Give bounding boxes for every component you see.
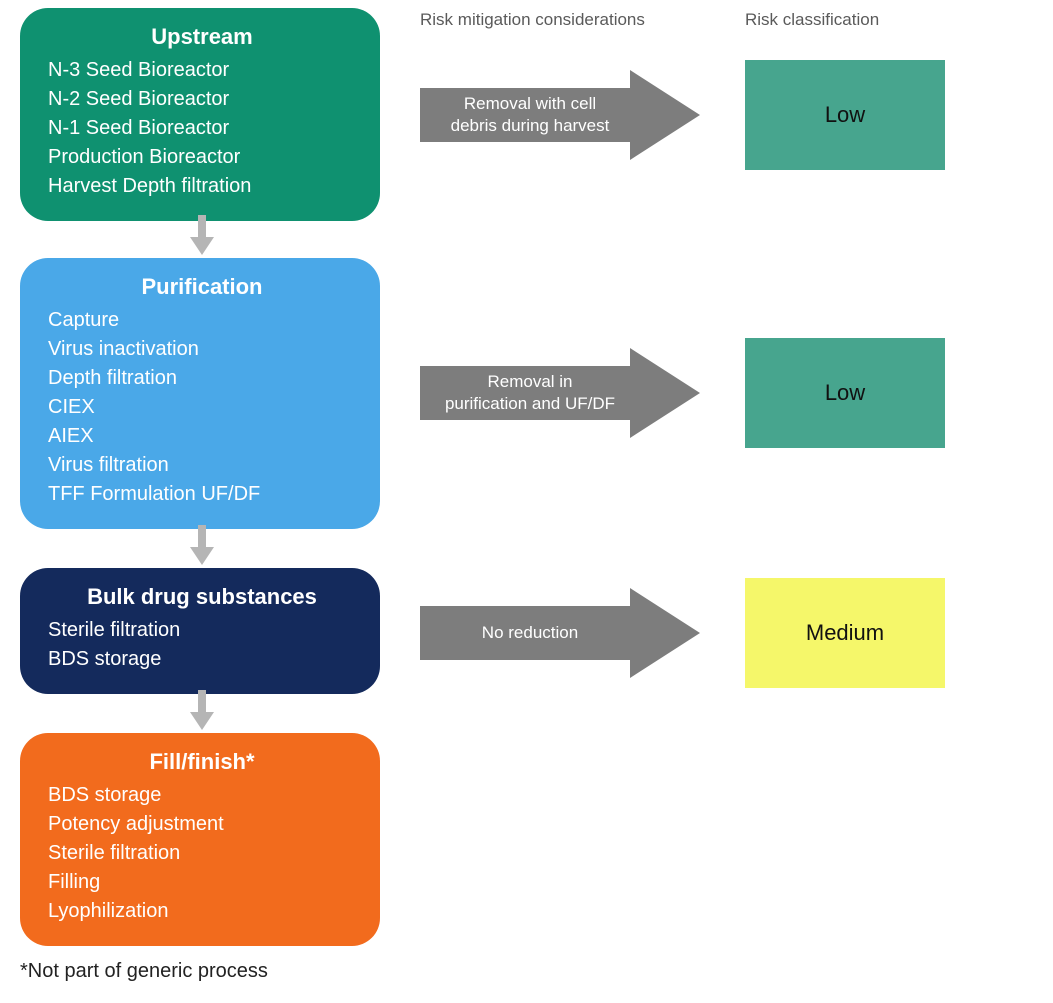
mitigation-line: No reduction bbox=[425, 622, 635, 644]
mitigation-line: Removal in bbox=[425, 371, 635, 393]
stage-item: Virus inactivation bbox=[48, 335, 356, 364]
stage-item: N-2 Seed Bioreactor bbox=[48, 85, 356, 114]
risk-label: Medium bbox=[806, 620, 884, 646]
stage-item: Filling bbox=[48, 868, 356, 897]
risk-label: Low bbox=[825, 380, 865, 406]
stage-item: Virus filtration bbox=[48, 451, 356, 480]
down-arrow-icon bbox=[190, 215, 214, 255]
stage-item: Depth filtration bbox=[48, 364, 356, 393]
risk-box-bulk: Medium bbox=[745, 578, 945, 688]
header-mitigation: Risk mitigation considerations bbox=[420, 10, 645, 30]
risk-box-upstream: Low bbox=[745, 60, 945, 170]
stage-item: Sterile filtration bbox=[48, 839, 356, 868]
mitigation-text: Removal inpurification and UF/DF bbox=[425, 371, 635, 415]
risk-label: Low bbox=[825, 102, 865, 128]
stage-title: Upstream bbox=[48, 24, 356, 50]
stage-item: Sterile filtration bbox=[48, 616, 356, 645]
stage-fillfinish: Fill/finish* BDS storagePotency adjustmen… bbox=[20, 733, 380, 946]
stage-title: Fill/finish* bbox=[48, 749, 356, 775]
down-arrow-icon bbox=[190, 690, 214, 730]
mitigation-text: No reduction bbox=[425, 622, 635, 644]
stage-bulk: Bulk drug substances Sterile filtrationBD… bbox=[20, 568, 380, 694]
stage-item: CIEX bbox=[48, 393, 356, 422]
stage-item: N-1 Seed Bioreactor bbox=[48, 114, 356, 143]
stage-item: Potency adjustment bbox=[48, 810, 356, 839]
down-arrow-icon bbox=[190, 525, 214, 565]
mitigation-line: purification and UF/DF bbox=[425, 393, 635, 415]
stage-title: Purification bbox=[48, 274, 356, 300]
stage-item: Production Bioreactor bbox=[48, 143, 356, 172]
stage-purification: Purification CaptureVirus inactivationDep… bbox=[20, 258, 380, 529]
stage-item: BDS storage bbox=[48, 645, 356, 674]
stage-item: N-3 Seed Bioreactor bbox=[48, 56, 356, 85]
mitigation-line: debris during harvest bbox=[425, 115, 635, 137]
stage-item: BDS storage bbox=[48, 781, 356, 810]
stage-title: Bulk drug substances bbox=[48, 584, 356, 610]
stage-item: Lyophilization bbox=[48, 897, 356, 926]
footnote: *Not part of generic process bbox=[20, 960, 268, 983]
stage-item: AIEX bbox=[48, 422, 356, 451]
mitigation-text: Removal with celldebris during harvest bbox=[425, 93, 635, 137]
stage-upstream: Upstream N-3 Seed BioreactorN-2 Seed Bior… bbox=[20, 8, 380, 221]
header-classification: Risk classification bbox=[745, 10, 879, 30]
mitigation-line: Removal with cell bbox=[425, 93, 635, 115]
stage-item: Harvest Depth filtration bbox=[48, 172, 356, 201]
stage-item: Capture bbox=[48, 306, 356, 335]
stage-item: TFF Formulation UF/DF bbox=[48, 480, 356, 509]
risk-box-purification: Low bbox=[745, 338, 945, 448]
